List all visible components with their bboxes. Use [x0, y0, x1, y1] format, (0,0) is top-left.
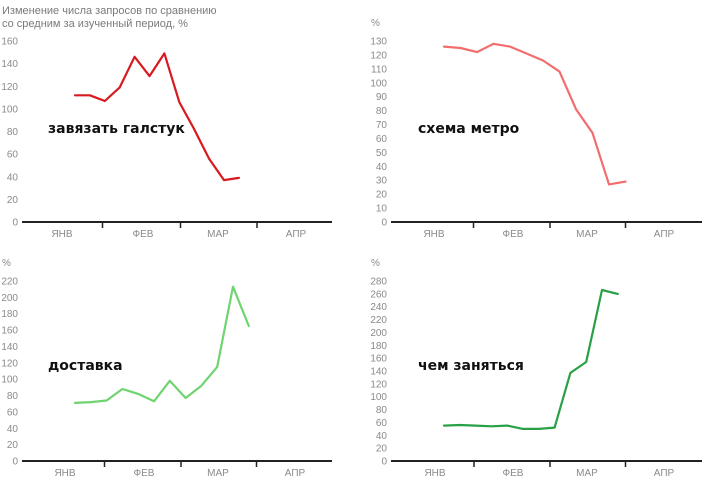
y-tick-label: 100 — [1, 375, 18, 386]
y-tick-label: 20 — [7, 440, 19, 451]
x-tick-label: ЯНВ — [51, 229, 72, 240]
series-label: схема метро — [418, 121, 520, 137]
y-tick-label: 0 — [12, 457, 18, 468]
x-tick-label: ЯНВ — [424, 468, 445, 479]
x-tick-label: ФЕВ — [134, 468, 155, 479]
y-unit-label: % — [371, 18, 380, 29]
y-tick-label: 40 — [7, 172, 19, 183]
series-label: доставка — [48, 358, 123, 374]
y-tick-label: 110 — [371, 64, 387, 75]
y-tick-label: 60 — [7, 150, 19, 161]
y-tick-label: 100 — [1, 104, 18, 115]
x-tick-label: АПР — [286, 229, 307, 240]
y-tick-label: 80 — [376, 405, 388, 416]
x-tick-label: МАР — [576, 468, 598, 479]
x-tick-label: АПР — [654, 229, 675, 240]
y-tick-label: 10 — [376, 204, 388, 215]
y-tick-label: 220 — [370, 315, 387, 326]
chart-panel-1: 0 20 40 60 80 100 120 140 160 ЯНВ ФЕВ МАР АПР завязат… — [1, 37, 332, 240]
y-tick-label: 20 — [7, 195, 19, 206]
y-tick-label: 80 — [7, 391, 19, 402]
y-tick-label: 260 — [370, 289, 387, 300]
chart-panel-3: % 0 20 40 60 80 100 120 140 160 180 200 220 ЯНВ ФЕВ МАР… — [1, 258, 332, 479]
y-tick-label: 280 — [370, 277, 387, 288]
x-tick-label: АПР — [285, 468, 306, 479]
y-tick-label: 160 — [370, 354, 387, 365]
x-tick-label: МАР — [576, 229, 598, 240]
y-tick-label: 120 — [1, 82, 18, 93]
y-tick-label: 60 — [7, 407, 19, 418]
y-tick-label: 200 — [1, 293, 18, 304]
y-tick-label: 160 — [1, 37, 18, 48]
y-unit-label: % — [2, 258, 11, 269]
y-tick-label: 160 — [1, 326, 18, 337]
y-tick-label: 120 — [1, 358, 18, 369]
y-tick-label: 40 — [7, 424, 19, 435]
y-tick-label: 130 — [370, 37, 387, 48]
caption-line-1: Изменение числа запросов по сравнению — [2, 5, 217, 17]
y-tick-label: 60 — [376, 134, 388, 145]
x-tick-label: ФЕВ — [503, 468, 524, 479]
series-label: чем заняться — [418, 358, 524, 374]
y-tick-label: 140 — [1, 342, 18, 353]
y-tick-label: 100 — [370, 78, 387, 89]
series-line — [73, 285, 250, 404]
y-tick-label: 90 — [376, 92, 388, 103]
y-tick-label: 120 — [370, 379, 387, 390]
y-tick-label: 60 — [376, 418, 388, 429]
y-tick-label: 140 — [1, 59, 18, 70]
y-tick-label: 180 — [1, 309, 18, 320]
y-tick-label: 0 — [12, 218, 18, 229]
y-tick-label: 40 — [376, 162, 388, 173]
y-tick-label: 40 — [376, 431, 388, 442]
y-tick-label: 120 — [370, 50, 387, 61]
y-tick-label: 100 — [370, 392, 387, 403]
x-tick-label: ЯНВ — [423, 229, 444, 240]
y-tick-label: 180 — [370, 341, 387, 352]
y-tick-label: 20 — [376, 190, 388, 201]
x-tick-label: МАР — [207, 229, 229, 240]
y-tick-label: 0 — [381, 218, 387, 229]
y-tick-label: 220 — [1, 277, 18, 288]
series-line — [442, 42, 627, 186]
y-tick-label: 80 — [7, 127, 19, 138]
y-tick-label: 0 — [381, 457, 387, 468]
x-tick-label: ЯНВ — [54, 468, 75, 479]
x-tick-label: ФЕВ — [133, 229, 154, 240]
x-tick-label: МАР — [207, 468, 229, 479]
y-tick-label: 30 — [376, 176, 388, 187]
chart-panel-2: % 0 10 20 30 40 50 60 70 80 90 100 110 120 130 ЯНВ ФЕВ МА… — [370, 18, 702, 240]
x-tick-label: АПР — [654, 468, 675, 479]
series-line — [73, 52, 240, 182]
y-tick-label: 240 — [370, 302, 387, 313]
caption-line-2: со средним за изученный период, % — [2, 18, 188, 30]
y-tick-label: 50 — [376, 148, 388, 159]
y-unit-label: % — [371, 258, 380, 269]
x-tick-label: ФЕВ — [503, 229, 524, 240]
y-tick-label: 20 — [376, 444, 388, 455]
y-tick-label: 140 — [370, 367, 387, 378]
y-tick-label: 80 — [376, 106, 388, 117]
series-line — [442, 288, 619, 430]
y-tick-label: 70 — [376, 120, 388, 131]
series-label: завязать галстук — [48, 121, 185, 137]
y-tick-label: 200 — [370, 328, 387, 339]
